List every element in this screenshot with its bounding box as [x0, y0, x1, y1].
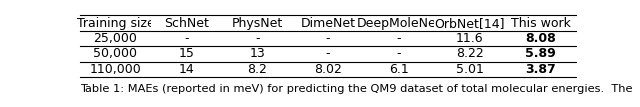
Text: Table 1: MAEs (reported in meV) for predicting the QM9 dataset of total molecula: Table 1: MAEs (reported in meV) for pred…	[80, 84, 632, 94]
